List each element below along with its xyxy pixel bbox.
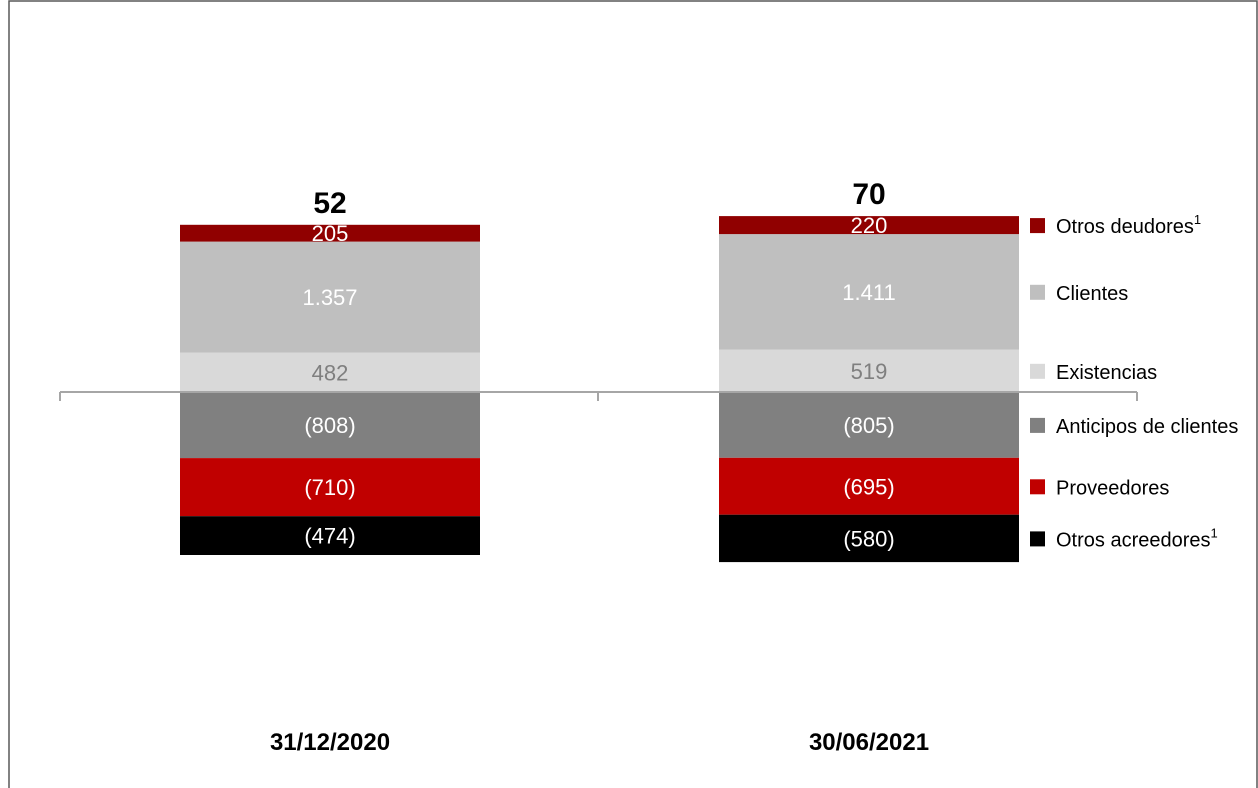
bar-segment-proveedores-1 xyxy=(180,458,480,517)
bar-segment-existencias-1 xyxy=(180,352,480,392)
bar-segment-existencias-2 xyxy=(719,349,1019,392)
legend-swatch xyxy=(1030,363,1045,379)
data-label: 1.357 xyxy=(302,285,357,310)
legend-swatch xyxy=(1030,417,1045,433)
data-label: (710) xyxy=(304,475,355,500)
bar-segment-otros-deudores-2 xyxy=(719,216,1019,235)
bar-segment-anticipos-de-clientes-2 xyxy=(719,392,1019,458)
legend-label: Otros acreedores1 xyxy=(1056,525,1218,551)
legend-label: Anticipos de clientes xyxy=(1056,416,1238,438)
data-label: 519 xyxy=(851,359,888,384)
bar-segment-otros-acreedores-2 xyxy=(719,514,1019,563)
bar-segment-proveedores-2 xyxy=(719,457,1019,515)
data-labels: 482 1.357 205 (808) (710) (474) 52 31/12/2020 51… xyxy=(270,178,929,756)
legend-label: Clientes xyxy=(1056,283,1128,305)
legend-label: Proveedores xyxy=(1056,477,1169,499)
legend-label: Otros deudores1 xyxy=(1056,212,1201,238)
data-label: 482 xyxy=(312,360,349,385)
category-label: 30/06/2021 xyxy=(809,729,929,756)
bar-segment-anticipos-de-clientes-1 xyxy=(180,392,480,459)
data-label: (805) xyxy=(843,413,894,438)
data-label: (808) xyxy=(304,413,355,438)
legend-swatch xyxy=(1030,284,1045,300)
legend-swatch xyxy=(1030,218,1045,234)
data-label: (474) xyxy=(304,524,355,549)
data-label: 205 xyxy=(312,221,349,246)
bar-segment-otros-acreedores-1 xyxy=(180,516,480,555)
bar-segment-clientes-1 xyxy=(180,241,480,353)
data-label: (695) xyxy=(843,474,894,499)
data-label: (580) xyxy=(843,526,894,551)
zero-axis xyxy=(59,391,1138,401)
legend-label: Existencias xyxy=(1056,362,1157,384)
bar-segment-otros-deudores-1 xyxy=(180,224,480,242)
total-label: 70 xyxy=(852,178,885,211)
bar-segment-clientes-2 xyxy=(719,234,1019,350)
chart-border xyxy=(8,0,1258,788)
legend-swatch xyxy=(1030,531,1045,547)
bars-layer xyxy=(180,216,1019,563)
legend: Existencias Clientes Otros deudores1 Antici… xyxy=(1030,212,1238,551)
data-label: 1.411 xyxy=(842,280,895,305)
category-label: 31/12/2020 xyxy=(270,729,390,756)
data-label: 220 xyxy=(851,213,888,238)
total-label: 52 xyxy=(313,187,346,220)
legend-swatch xyxy=(1030,479,1045,495)
